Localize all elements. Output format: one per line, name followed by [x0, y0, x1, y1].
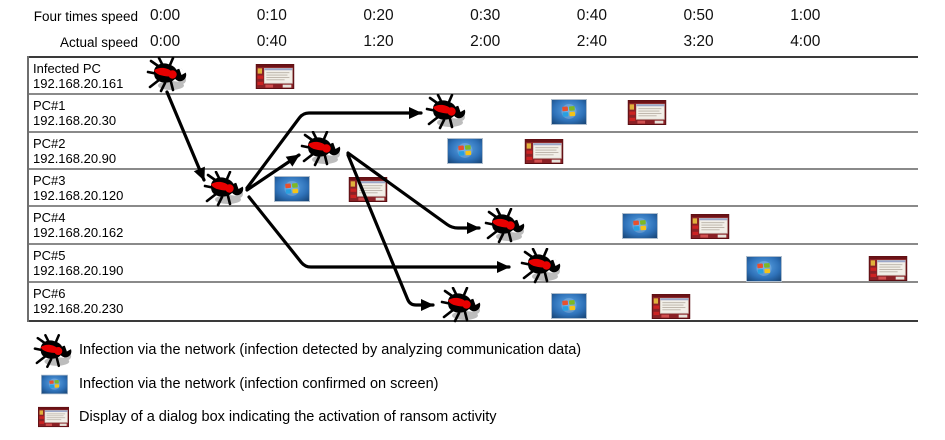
grid-line — [27, 168, 918, 170]
bug-icon — [300, 131, 344, 167]
machine-ip: 192.168.20.190 — [33, 263, 124, 278]
machine-name: PC#6 — [33, 285, 66, 301]
machine-ip: 192.168.20.120 — [33, 188, 124, 203]
four-times-tick: 1:00 — [790, 7, 821, 24]
actual-speed-tick: 1:20 — [363, 33, 394, 50]
ransom-dialog-icon — [690, 214, 730, 239]
grid-line — [27, 131, 918, 133]
machine-ip: 192.168.20.162 — [33, 225, 124, 240]
ransom-dialog-icon — [255, 64, 295, 89]
four-times-speed-label: Four times speed — [33, 9, 138, 24]
four-times-tick: 0:00 — [150, 7, 181, 24]
bug-icon — [146, 57, 190, 93]
grid-line — [27, 243, 918, 245]
legend-item-network-detected: Infection via the network (infection det… — [33, 330, 581, 370]
windows-screen-icon — [622, 213, 658, 239]
ransom-dialog-icon — [651, 294, 691, 319]
machine-name: PC#5 — [33, 247, 66, 263]
machine-label: Infected PC 192.168.20.161 — [33, 61, 123, 92]
machine-ip: 192.168.20.230 — [33, 301, 124, 316]
machine-ip: 192.168.20.161 — [33, 76, 124, 91]
bug-icon — [484, 208, 528, 244]
ransom-dialog-icon — [868, 256, 908, 281]
machine-label: PC#1 192.168.20.30 — [33, 98, 116, 129]
four-times-tick: 0:30 — [470, 7, 501, 24]
bug-icon — [203, 171, 247, 207]
bug-icon — [425, 94, 469, 130]
infection-arrow — [247, 195, 511, 273]
actual-speed-tick: 3:20 — [683, 33, 714, 50]
machine-label: PC#6 192.168.20.230 — [33, 286, 123, 317]
machine-name: PC#2 — [33, 135, 66, 151]
machine-label: PC#2 192.168.20.90 — [33, 136, 116, 167]
machine-ip: 192.168.20.30 — [33, 113, 117, 128]
windows-screen-icon — [33, 364, 79, 404]
actual-speed-tick: 4:00 — [790, 33, 821, 50]
machine-label: PC#3 192.168.20.120 — [33, 173, 123, 204]
windows-screen-icon — [551, 293, 587, 319]
grid-line — [27, 205, 918, 207]
windows-screen-icon — [746, 256, 782, 282]
legend-label: Infection via the network (infection det… — [79, 342, 582, 358]
machine-name: PC#4 — [33, 209, 66, 225]
ransom-dialog-icon — [627, 100, 667, 125]
four-times-tick: 0:20 — [363, 7, 394, 24]
grid-line — [27, 56, 918, 58]
grid-line — [27, 320, 918, 322]
bug-icon — [440, 287, 484, 323]
bug-icon — [520, 248, 564, 284]
actual-speed-label: Actual speed — [59, 35, 138, 50]
legend-item-ransom-dialog: Display of a dialog box indicating the a… — [33, 397, 497, 437]
actual-speed-tick: 2:00 — [470, 33, 501, 50]
machine-label: PC#4 192.168.20.162 — [33, 210, 123, 241]
machine-ip: 192.168.20.90 — [33, 151, 117, 166]
infection-arrow — [165, 90, 206, 182]
four-times-tick: 0:10 — [256, 7, 287, 24]
machine-name: PC#1 — [33, 97, 66, 113]
bug-icon — [33, 329, 79, 371]
four-times-tick: 0:40 — [576, 7, 607, 24]
actual-speed-tick: 2:40 — [576, 33, 607, 50]
legend-label: Display of a dialog box indicating the a… — [79, 409, 497, 425]
ransom-dialog-icon — [33, 397, 79, 437]
grid-line — [27, 281, 918, 283]
grid-left-border — [27, 56, 29, 322]
machine-label: PC#5 192.168.20.190 — [33, 248, 123, 279]
actual-speed-tick: 0:40 — [256, 33, 287, 50]
machine-name: PC#3 — [33, 172, 66, 188]
grid-line — [27, 93, 918, 95]
windows-screen-icon — [551, 99, 587, 125]
windows-screen-icon — [274, 176, 310, 202]
actual-speed-tick: 0:00 — [150, 33, 181, 50]
windows-screen-icon — [447, 138, 483, 164]
legend-item-confirmed-on-screen: Infection via the network (infection con… — [33, 364, 438, 404]
four-times-tick: 0:50 — [683, 7, 714, 24]
machine-name: Infected PC — [33, 60, 101, 76]
ransom-dialog-icon — [348, 177, 388, 202]
ransom-dialog-icon — [524, 139, 564, 164]
legend-label: Infection via the network (infection con… — [79, 376, 439, 392]
